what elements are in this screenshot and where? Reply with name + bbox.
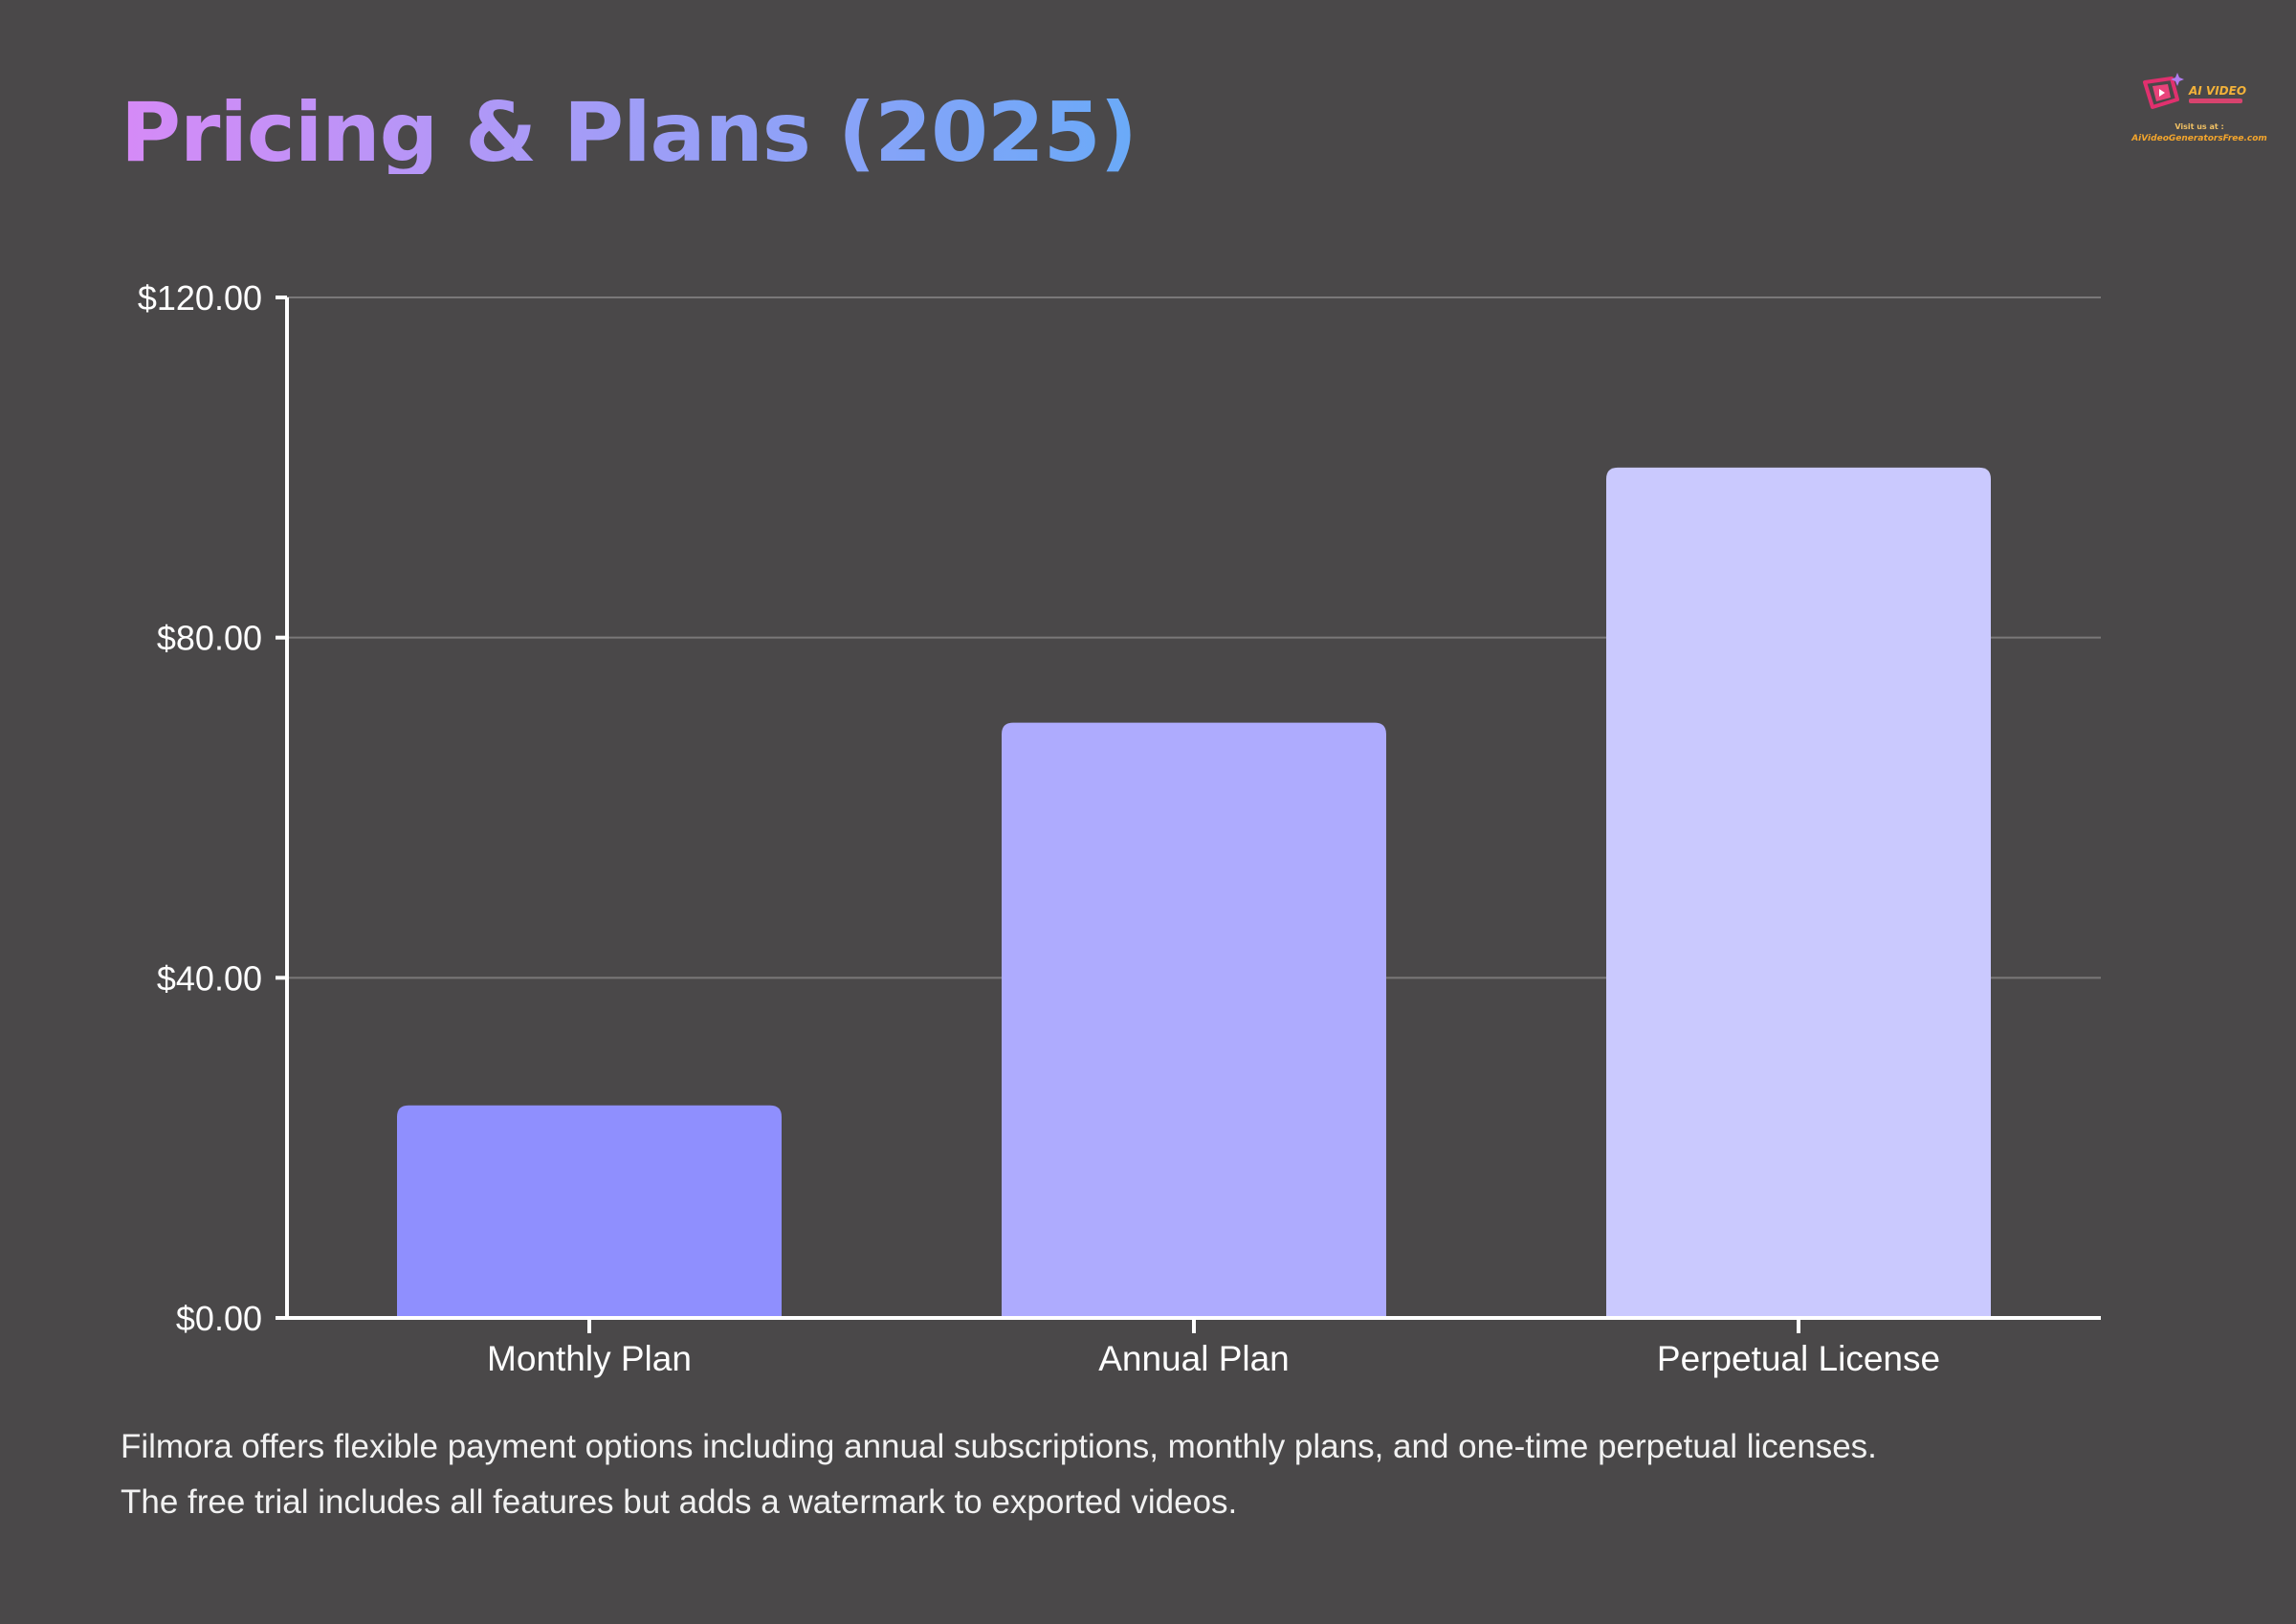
y-tick-label: $40.00 <box>157 958 262 998</box>
page-title: Pricing & Plans (2025) <box>121 85 1137 181</box>
logo-tagline-bar <box>2189 99 2242 103</box>
brand-logo[interactable]: AI VIDEO Visit us at : AiVideoGenerators… <box>2130 67 2273 151</box>
tick-labels: $0.00 $40.00 $80.00 $120.00 Monthly Plan Annu… <box>138 278 1940 1378</box>
x-tick-label: Perpetual License <box>1657 1339 1940 1378</box>
logo-url[interactable]: AiVideoGeneratorsFree.com <box>2131 134 2267 143</box>
bar <box>397 1105 782 1318</box>
logo-visit-text: Visit us at : <box>2175 122 2224 131</box>
y-tick-label: $80.00 <box>157 619 262 658</box>
y-tick-label: $0.00 <box>176 1299 262 1338</box>
bars <box>397 467 1991 1318</box>
logo-name: AI VIDEO <box>2189 84 2247 98</box>
bar <box>1002 722 1386 1318</box>
description-line-2: The free trial includes all features but… <box>121 1483 1238 1521</box>
x-tick-label: Annual Plan <box>1098 1339 1290 1378</box>
x-tick-label: Monthly Plan <box>487 1339 692 1378</box>
chart-description: Filmora offers flexible payment options … <box>121 1419 2235 1530</box>
video-play-icon <box>2143 73 2184 109</box>
description-line-1: Filmora offers flexible payment options … <box>121 1428 1877 1465</box>
y-tick-label: $120.00 <box>138 278 262 318</box>
axes <box>276 296 2101 1333</box>
bar <box>1606 467 1991 1318</box>
